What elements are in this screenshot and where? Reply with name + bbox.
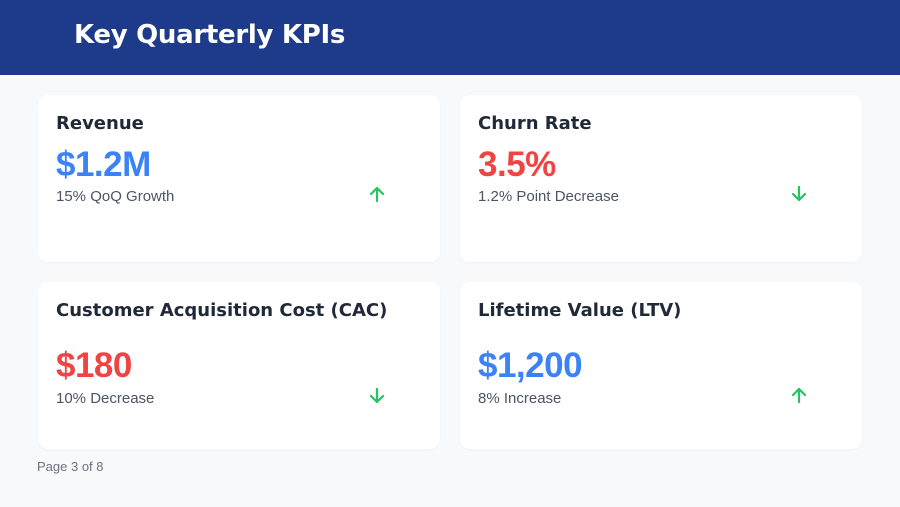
kpi-subtitle: 10% Decrease xyxy=(56,390,155,407)
kpi-card-cac: Customer Acquisition Cost (CAC) $180 10%… xyxy=(38,282,440,449)
kpi-value: $1.2M xyxy=(56,145,151,184)
kpi-subtitle: 8% Increase xyxy=(478,390,562,407)
kpi-value: $180 xyxy=(56,346,132,385)
kpi-value: 3.5% xyxy=(478,145,556,184)
page-number: Page 3 of 8 xyxy=(37,459,104,474)
kpi-title: Revenue xyxy=(56,113,144,134)
kpi-value: $1,200 xyxy=(478,346,583,385)
kpi-card-ltv: Lifetime Value (LTV) $1,200 8% Increase xyxy=(460,282,862,449)
page-title: Key Quarterly KPIs xyxy=(74,20,346,50)
kpi-card-churn-rate: Churn Rate 3.5% 1.2% Point Decrease xyxy=(460,95,862,262)
kpi-subtitle: 15% QoQ Growth xyxy=(56,188,175,205)
kpi-subtitle: 1.2% Point Decrease xyxy=(478,188,619,205)
arrow-up-icon xyxy=(790,386,808,404)
kpi-title: Lifetime Value (LTV) xyxy=(478,300,682,321)
page-header: Key Quarterly KPIs xyxy=(0,0,900,75)
arrow-down-icon xyxy=(368,387,386,405)
kpi-card-revenue: Revenue $1.2M 15% QoQ Growth xyxy=(38,95,440,262)
arrow-up-icon xyxy=(368,185,386,203)
kpi-title: Customer Acquisition Cost (CAC) xyxy=(56,300,388,321)
kpi-title: Churn Rate xyxy=(478,113,592,134)
arrow-down-icon xyxy=(790,185,808,203)
